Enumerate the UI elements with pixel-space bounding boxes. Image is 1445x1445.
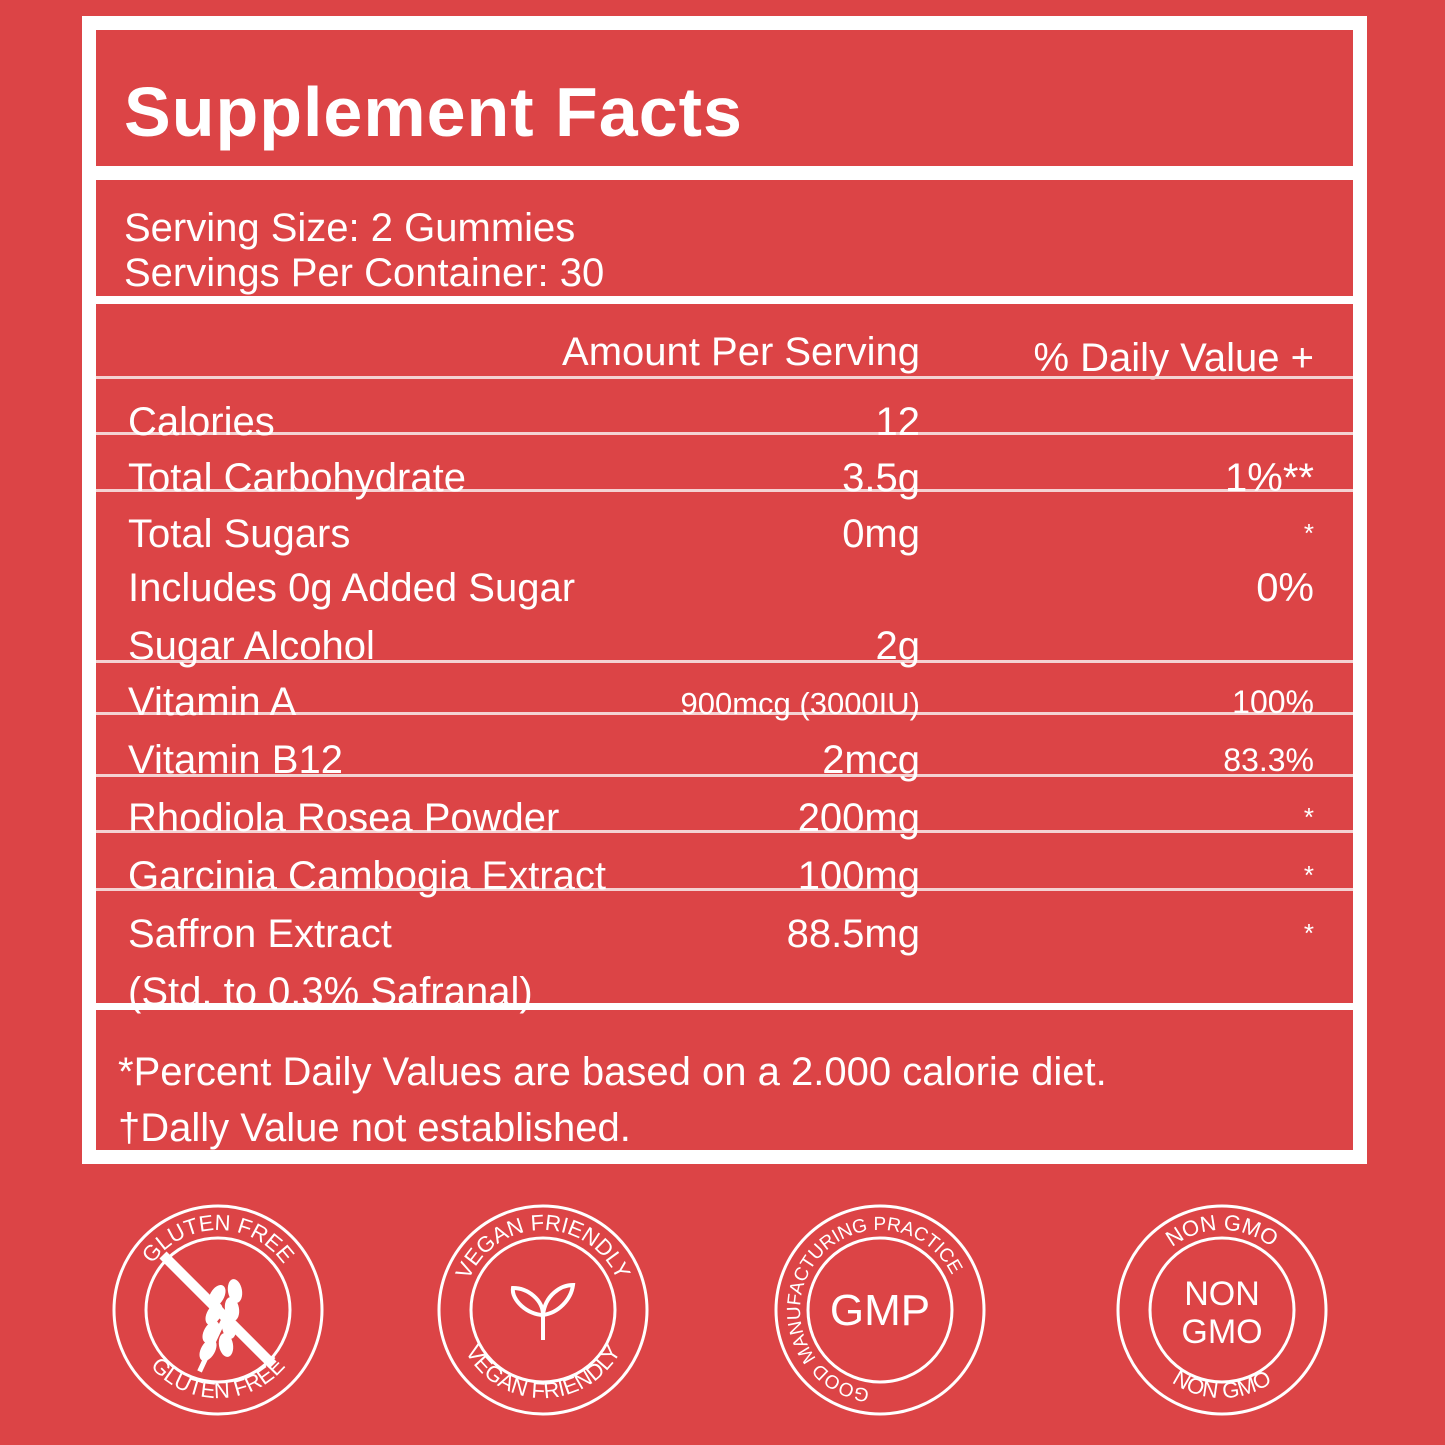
nutrient-daily-value: * bbox=[1303, 860, 1314, 890]
nutrient-name: Rhodiola Rosea Powder bbox=[128, 796, 560, 840]
servings-per-container: Servings Per Container: 30 bbox=[124, 251, 605, 295]
footnote: †Dally Value not established. bbox=[118, 1106, 631, 1150]
nutrient-name: Vitamin B12 bbox=[128, 738, 343, 782]
nutrient-amount: 900mcg (3000IU) bbox=[680, 686, 920, 721]
row-divider bbox=[96, 489, 1353, 492]
nutrient-name: Total Sugars bbox=[128, 512, 351, 556]
badge-center-text: GMP bbox=[830, 1286, 930, 1335]
badge-center-text: NON GMO bbox=[1181, 1275, 1262, 1351]
divider bbox=[96, 296, 1353, 304]
nutrient-name: Calories bbox=[128, 400, 275, 444]
page-title: Supplement Facts bbox=[124, 73, 743, 151]
nutrient-name: Vitamin A bbox=[128, 680, 297, 724]
gmp-badge: GOOD MANUFACTURING PRACTICE GMP bbox=[774, 1204, 986, 1416]
row-divider bbox=[96, 830, 1353, 833]
nutrient-daily-value: 83.3% bbox=[1223, 742, 1314, 778]
header-amount: Amount Per Serving bbox=[562, 330, 920, 374]
footnote: *Percent Daily Values are based on a 2.0… bbox=[118, 1050, 1107, 1094]
serving-info: Serving Size: 2 Gummies Servings Per Con… bbox=[124, 206, 604, 296]
nutrient-amount: 2mcg bbox=[822, 738, 920, 782]
nutrient-name: Saffron Extract bbox=[128, 912, 392, 956]
nutrient-name: Sugar Alcohol bbox=[128, 624, 375, 668]
nutrient-daily-value: 1%** bbox=[1225, 456, 1314, 500]
nutrient-name: Total Carbohydrate bbox=[128, 456, 466, 500]
vegan-friendly-badge: VEGAN FRIENDLY VEGAN FRIENDLY bbox=[437, 1204, 649, 1416]
nutrient-name: Garcinia Cambogia Extract bbox=[128, 854, 606, 898]
nutrient-amount: 3.5g bbox=[842, 456, 920, 500]
row-divider bbox=[96, 376, 1353, 379]
divider bbox=[96, 166, 1353, 180]
divider bbox=[96, 1003, 1353, 1010]
row-divider bbox=[96, 888, 1353, 891]
row-divider bbox=[96, 774, 1353, 777]
serving-size: Serving Size: 2 Gummies bbox=[124, 206, 576, 250]
nutrient-amount: 100mg bbox=[797, 854, 920, 898]
gluten-free-badge: GLUTEN FREE GLUTEN FREE bbox=[112, 1204, 324, 1416]
nutrient-daily-value: 100% bbox=[1232, 684, 1314, 720]
nutrient-name: Includes 0g Added Sugar bbox=[128, 566, 576, 610]
nutrient-amount: 2g bbox=[875, 624, 921, 668]
nutrient-daily-value: * bbox=[1303, 802, 1314, 832]
row-divider bbox=[96, 660, 1353, 663]
nutrient-daily-value: 0% bbox=[1256, 566, 1314, 610]
title-section: Supplement Facts bbox=[96, 30, 1353, 166]
badge-bottom-text: NON GMO bbox=[1169, 1365, 1275, 1403]
supplement-facts-panel: Supplement Facts Serving Size: 2 Gummies… bbox=[82, 16, 1367, 1164]
row-divider bbox=[96, 712, 1353, 715]
row-divider bbox=[96, 432, 1353, 435]
badge-bottom-text: VEGAN FRIENDLY bbox=[461, 1340, 626, 1403]
nutrient-amount: 0mg bbox=[842, 512, 920, 556]
nutrient-amount: 88.5mg bbox=[786, 912, 920, 956]
badge-top-text: VEGAN FRIENDLY bbox=[451, 1210, 636, 1283]
nutrient-daily-value: * bbox=[1303, 518, 1314, 548]
leaf-sprout-icon bbox=[510, 1282, 576, 1340]
header-daily-value: % Daily Value + bbox=[1033, 336, 1314, 380]
nutrient-daily-value: * bbox=[1303, 918, 1314, 948]
nutrient-amount: 200mg bbox=[797, 796, 920, 840]
crossed-wheat-icon bbox=[159, 1251, 277, 1373]
nutrient-amount: 12 bbox=[875, 400, 921, 444]
